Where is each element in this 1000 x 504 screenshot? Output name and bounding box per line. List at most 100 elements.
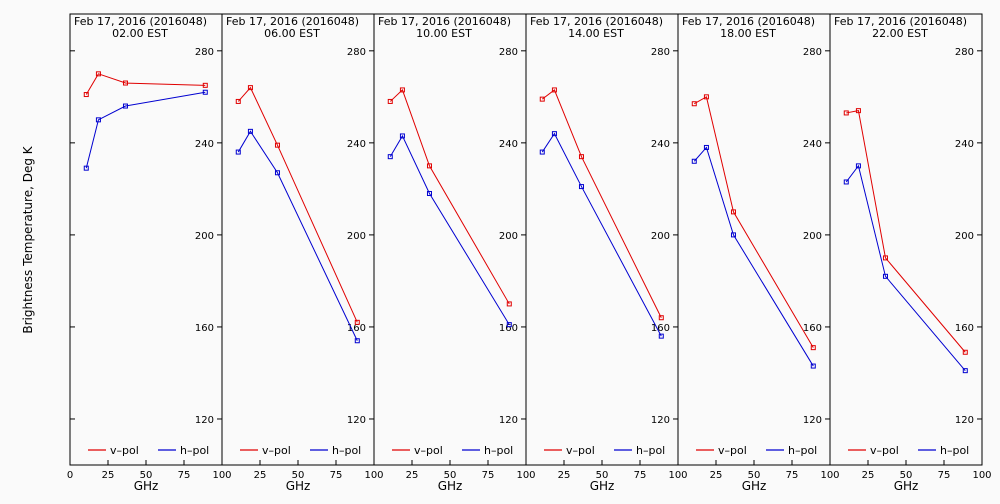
data-point-v-pol: [882, 255, 888, 261]
legend-label-v-pol: v–pol: [718, 444, 747, 457]
y-tick-label: 200: [499, 231, 518, 242]
series-line-h-pol: [693, 146, 814, 367]
x-tick-label: 100: [668, 470, 687, 481]
legend-label-v-pol: v–pol: [414, 444, 443, 457]
legend-label-v-pol: v–pol: [566, 444, 595, 457]
legend-label-v-pol: v–pol: [262, 444, 291, 457]
y-tick-label: 240: [195, 139, 214, 150]
panel-time: 02.00 EST: [112, 27, 168, 40]
y-tick-label: 240: [651, 139, 670, 150]
x-tick-label: 100: [212, 470, 231, 481]
x-axis-label: GHz: [286, 479, 311, 493]
data-point-h-pol: [95, 117, 101, 123]
legend-label-h-pol: h–pol: [180, 444, 209, 457]
x-tick-label: 75: [330, 470, 343, 481]
series-line-v-pol: [846, 110, 966, 353]
y-tick-label: 120: [651, 415, 670, 426]
x-tick-label: 100: [972, 470, 991, 481]
panel-time: 10.00 EST: [416, 27, 472, 40]
y-tick-label: 160: [347, 323, 366, 334]
data-point-h-pol: [506, 322, 512, 328]
y-tick-label: 200: [195, 231, 214, 242]
x-tick-label: 50: [596, 470, 609, 481]
data-point-v-pol: [843, 110, 849, 116]
data-point-h-pol: [247, 128, 253, 134]
series-line-h-pol: [389, 134, 510, 325]
y-tick-label: 280: [651, 47, 670, 58]
y-tick-label: 280: [803, 47, 822, 58]
x-tick-label: 75: [786, 470, 799, 481]
panel-title: Feb 17, 2016 (2016048): [74, 15, 207, 28]
legend-label-h-pol: h–pol: [940, 444, 969, 457]
legend-label-h-pol: h–pol: [788, 444, 817, 457]
x-tick-label: 25: [102, 470, 115, 481]
y-tick-label: 280: [347, 47, 366, 58]
data-point-v-pol: [235, 98, 241, 104]
data-point-h-pol: [274, 170, 280, 176]
y-tick-label: 120: [195, 415, 214, 426]
data-point-v-pol: [354, 319, 360, 325]
data-point-h-pol: [730, 232, 736, 238]
y-tick-label: 200: [955, 231, 974, 242]
y-tick-label: 280: [955, 47, 974, 58]
panel-title: Feb 17, 2016 (2016048): [834, 15, 967, 28]
data-point-v-pol: [962, 349, 968, 355]
x-tick-label: 75: [178, 470, 191, 481]
x-tick-label: 100: [820, 470, 839, 481]
series-line-v-pol: [237, 86, 358, 323]
data-point-v-pol: [247, 85, 253, 91]
x-axis-label: GHz: [438, 479, 463, 493]
data-point-v-pol: [810, 345, 816, 351]
data-point-h-pol: [426, 190, 432, 196]
data-point-h-pol: [122, 103, 128, 109]
x-tick-label: 25: [254, 470, 267, 481]
series-line-h-pol: [237, 130, 358, 341]
data-point-h-pol: [235, 149, 241, 155]
legend-label-h-pol: h–pol: [484, 444, 513, 457]
series-line-v-pol: [694, 96, 814, 348]
data-point-v-pol: [658, 315, 664, 321]
panel-time: 18.00 EST: [720, 27, 776, 40]
data-point-v-pol: [83, 92, 89, 98]
y-tick-label: 160: [499, 323, 518, 334]
series-line-h-pol: [845, 164, 966, 371]
data-point-v-pol: [122, 80, 128, 86]
data-point-v-pol: [730, 209, 736, 215]
data-point-h-pol: [882, 273, 888, 279]
data-point-h-pol: [202, 89, 208, 95]
x-tick-label: 75: [482, 470, 495, 481]
panel-title: Feb 17, 2016 (2016048): [530, 15, 663, 28]
data-point-v-pol: [539, 96, 545, 102]
y-tick-label: 240: [803, 139, 822, 150]
panel-title: Feb 17, 2016 (2016048): [682, 15, 815, 28]
series-line-h-pol: [541, 132, 662, 337]
data-point-v-pol: [202, 82, 208, 88]
y-tick-label: 200: [803, 231, 822, 242]
y-tick-label: 240: [955, 139, 974, 150]
data-point-h-pol: [962, 368, 968, 374]
x-tick-label: 25: [406, 470, 419, 481]
data-point-h-pol: [83, 165, 89, 171]
data-point-h-pol: [354, 338, 360, 344]
legend-label-h-pol: h–pol: [636, 444, 665, 457]
data-point-h-pol: [539, 149, 545, 155]
x-tick-label: 50: [748, 470, 761, 481]
x-axis-label: GHz: [590, 479, 615, 493]
y-tick-label: 160: [955, 323, 974, 334]
y-tick-label: 280: [499, 47, 518, 58]
x-tick-label: 25: [862, 470, 875, 481]
x-tick-label: 100: [516, 470, 535, 481]
legend-label-v-pol: v–pol: [110, 444, 139, 457]
x-axis-label: GHz: [134, 479, 159, 493]
data-point-h-pol: [578, 184, 584, 190]
data-point-h-pol: [399, 133, 405, 139]
data-point-h-pol: [843, 179, 849, 185]
series-line-v-pol: [389, 89, 510, 305]
x-tick-label: 25: [558, 470, 571, 481]
y-tick-label: 120: [499, 415, 518, 426]
panel-time: 06.00 EST: [264, 27, 320, 40]
data-point-v-pol: [95, 71, 101, 77]
x-tick-label: 75: [634, 470, 647, 481]
x-axis-label: GHz: [742, 479, 767, 493]
y-tick-label: 200: [347, 231, 366, 242]
